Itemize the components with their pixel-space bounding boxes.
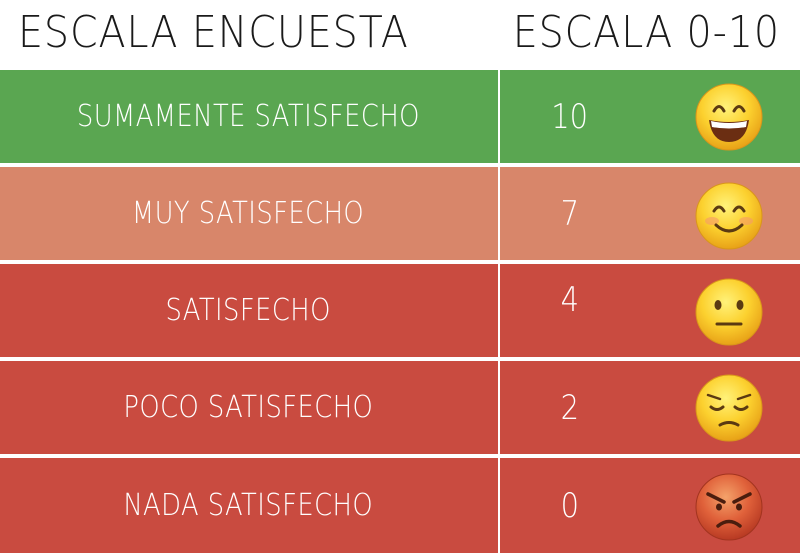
scale-row-nada: NADA SATISFECHO 0 [0,456,800,553]
row-label: POCO SATISFECHO [123,390,374,425]
row-value: 4 [560,280,580,320]
scale-row-satisfecho: SATISFECHO 4 [0,262,800,357]
neutral-face-icon [694,277,764,347]
pensive-face-icon [694,373,764,443]
angry-face-icon [694,472,764,542]
row-label: MUY SATISFECHO [132,196,365,231]
row-label: SUMAMENTE SATISFECHO [76,99,421,134]
row-value: 10 [551,96,589,137]
grinning-face-icon [694,82,764,152]
column-divider [498,264,500,357]
scale-table: SUMAMENTE SATISFECHO 10 MUY SATISFECHO 7 [0,68,800,553]
row-value: 0 [560,485,580,526]
row-label: NADA SATISFECHO [123,488,374,523]
column-divider [498,70,500,163]
column-divider [498,167,500,260]
scale-row-sumamente: SUMAMENTE SATISFECHO 10 [0,68,800,163]
row-value: 7 [560,193,580,234]
row-value: 2 [560,387,580,428]
scale-row-poco: POCO SATISFECHO 2 [0,359,800,454]
row-label: SATISFECHO [165,293,332,328]
smiling-face-icon [694,181,764,251]
survey-scale-title: ESCALA ENCUESTA [18,7,409,58]
numeric-scale-title: ESCALA 0-10 [512,7,780,58]
column-divider [498,361,500,454]
column-divider [498,458,500,553]
scale-row-muy: MUY SATISFECHO 7 [0,165,800,260]
header: ESCALA ENCUESTA ESCALA 0-10 [0,0,800,68]
